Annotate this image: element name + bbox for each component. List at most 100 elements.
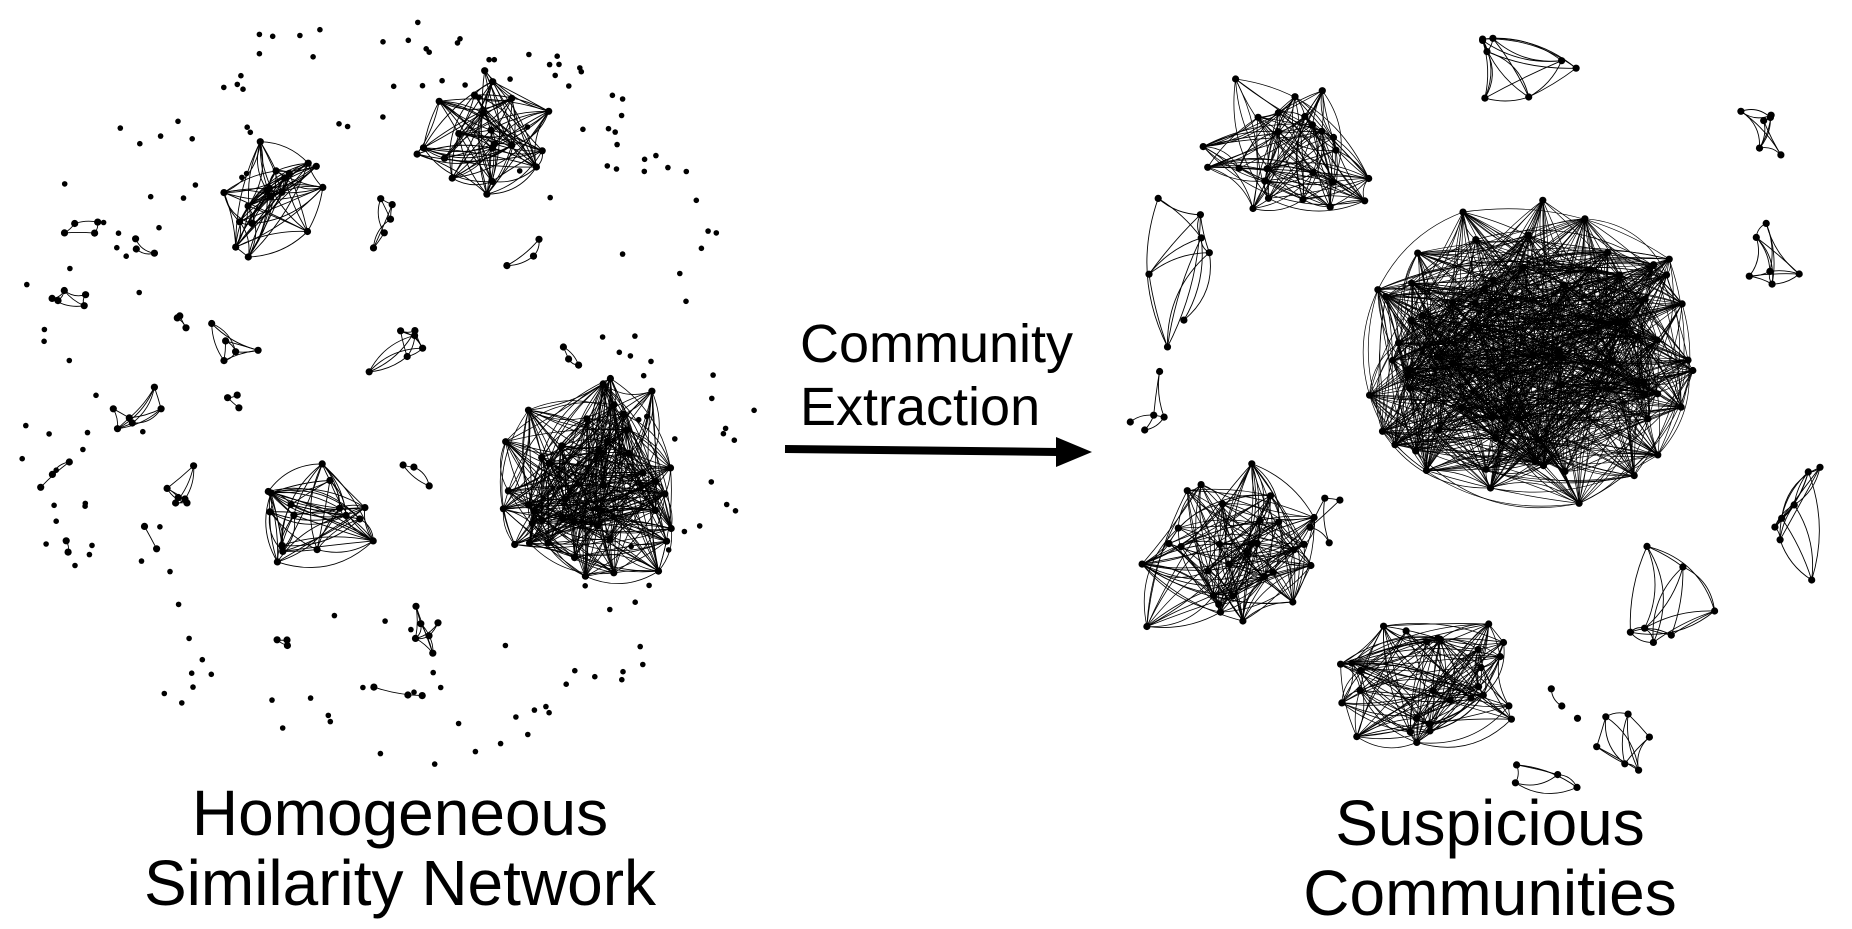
network-node [1321,495,1328,502]
network-node [456,721,462,727]
network-node [326,713,332,719]
arrow-label-line1: Community [800,313,1073,376]
network-node [370,684,377,691]
network-node [190,462,197,469]
network-node [543,704,549,710]
network-node [508,142,515,149]
network-node [139,558,145,564]
network-node [694,198,700,204]
network-node [1299,196,1306,203]
network-node [547,195,553,201]
network-node [1539,197,1546,204]
network-node [1327,203,1334,210]
network-node [637,644,643,650]
network-node [1309,121,1316,128]
network-node [1642,296,1649,303]
network-node [172,499,179,506]
network-node [269,697,275,703]
network-node [1413,739,1420,746]
network-node [1290,546,1297,553]
network-node [297,33,303,39]
network-node [547,62,553,68]
network-node [41,339,47,345]
network-node [288,501,295,508]
network-node [436,98,443,105]
network-node [525,407,532,414]
network-node [1459,209,1466,216]
network-node [489,78,496,85]
network-node [683,299,689,305]
network-node [1475,683,1482,690]
network-node [411,689,417,695]
network-edge [1794,505,1812,580]
network-node [1215,601,1222,608]
network-node [118,125,124,131]
network-node [1326,539,1333,546]
network-node [610,93,616,99]
network-node [332,613,338,619]
network-edge [1130,415,1153,422]
network-node [133,245,140,252]
network-edge [1741,109,1771,117]
network-node [193,182,199,188]
network-node [544,539,551,546]
network-node [628,353,634,359]
right-network-title-line2: Communities [1160,858,1820,928]
network-node [1307,524,1314,531]
network-node [682,529,688,535]
network-node [1481,285,1488,292]
network-node [239,175,245,181]
network-node [1634,333,1641,340]
network-node [560,343,567,350]
network-edge [317,541,373,552]
network-node [1753,234,1760,241]
network-edge [414,467,429,486]
network-edge [1780,540,1812,580]
network-node [1261,177,1268,184]
network-node [502,438,509,445]
network-node [655,568,662,575]
network-node [417,620,424,627]
network-node [1267,492,1274,499]
network-node [245,202,252,209]
network-node [319,184,326,191]
network-node [1198,481,1205,488]
network-node [414,151,421,158]
network-node [531,508,538,515]
network-edge [1647,546,1663,642]
network-node [391,84,397,90]
network-node [426,482,433,489]
network-node [476,94,482,100]
network-node [511,541,518,548]
network-edge [224,142,260,193]
network-node [1737,108,1744,115]
network-node [1329,179,1336,186]
network-node [709,396,715,402]
network-node [404,353,411,360]
network-node [642,169,648,175]
network-node [157,524,163,530]
network-node [1650,639,1657,646]
network-node [81,302,88,309]
network-node [1529,352,1536,359]
network-node [1497,653,1504,660]
network-edge [416,606,433,653]
network-node [1150,412,1157,419]
network-node [234,392,241,399]
network-node [1470,321,1477,328]
network-node [1472,236,1479,243]
network-node [1198,234,1205,241]
network-node [1573,65,1580,72]
network-node [1508,716,1515,723]
network-node [305,160,312,167]
network-node [189,136,195,142]
network-edge [507,239,539,265]
network-node [611,514,617,520]
network-node [181,195,187,201]
network-node [356,515,363,522]
network-node [600,380,607,387]
network-node [665,165,671,171]
network-node [1143,623,1150,630]
network-node [1219,500,1226,507]
network-edge [1483,38,1562,61]
